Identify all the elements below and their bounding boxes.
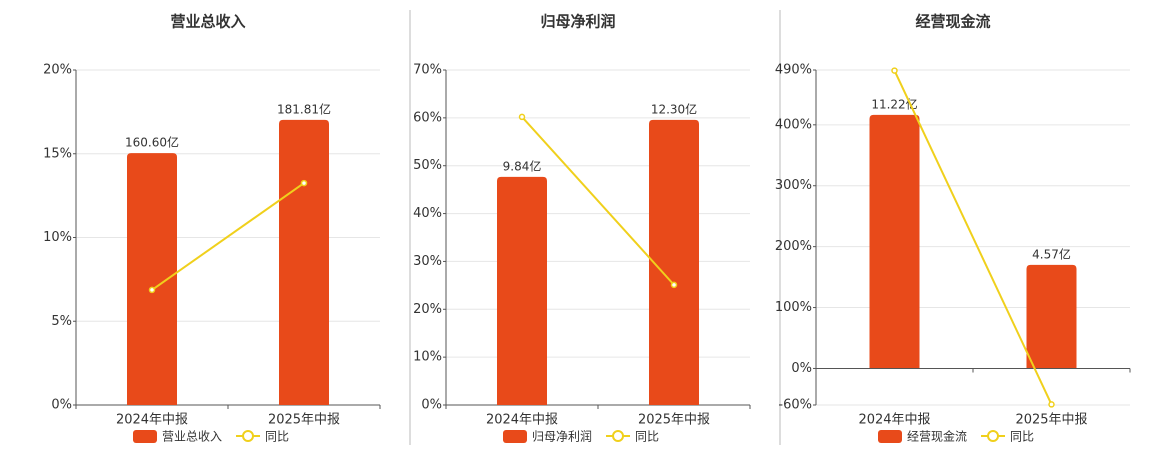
chart-title: 经营现金流 — [915, 13, 990, 31]
line-point — [891, 67, 898, 74]
x-tick-label: 2025年中报 — [638, 413, 710, 428]
y-tick-label: 100% — [775, 300, 812, 315]
legend-swatch — [242, 430, 255, 442]
y-tick-label: 200% — [775, 239, 812, 254]
y-tick-label: 0% — [791, 361, 812, 376]
y-tick-label: 20% — [413, 302, 442, 317]
legend-label: 同比 — [635, 430, 659, 444]
y-tick-label: 30% — [413, 254, 442, 269]
y-tick-label: 20% — [43, 63, 72, 78]
y-tick-label: 0% — [51, 398, 72, 413]
line — [521, 116, 675, 286]
y-tick-label: 490% — [775, 63, 812, 78]
y-tick-label: 10% — [413, 350, 442, 365]
y-tick-label: 400% — [775, 117, 812, 132]
x-tick-label: 2024年中报 — [858, 413, 930, 428]
legend-label: 同比 — [265, 430, 289, 444]
bar — [497, 176, 547, 405]
legend-label: 同比 — [1010, 430, 1034, 444]
x-tick-label: 2025年中报 — [1015, 413, 1087, 428]
y-tick-label: 300% — [775, 178, 812, 193]
bar — [869, 114, 920, 369]
chart-title: 归母净利润 — [540, 13, 615, 31]
line-point — [148, 286, 156, 294]
y-tick-label: 0% — [421, 398, 442, 413]
legend-label: 营业总收入 — [162, 430, 222, 444]
legend-label: 归母净利润 — [532, 430, 592, 444]
line-point — [518, 113, 526, 121]
y-tick-label: 15% — [43, 146, 72, 161]
x-tick-label: 2024年中报 — [116, 413, 188, 428]
line-point — [670, 281, 678, 289]
y-tick-label: 50% — [413, 158, 442, 173]
bar — [127, 153, 177, 405]
bar — [649, 119, 699, 405]
value-label: 12.30亿 — [651, 101, 697, 116]
line — [893, 70, 1053, 405]
value-label: 9.84亿 — [503, 158, 542, 173]
value-label: 181.81亿 — [277, 101, 331, 116]
value-label: 11.22亿 — [871, 96, 917, 111]
legend-swatch — [878, 430, 902, 443]
bar — [279, 119, 329, 405]
line-point — [1048, 401, 1055, 408]
y-tick-label: 60% — [413, 110, 442, 125]
line — [151, 182, 305, 291]
legend-swatch — [612, 430, 625, 442]
chart-title: 营业总收入 — [170, 13, 245, 31]
y-tick-label: 70% — [413, 63, 442, 78]
value-label: 160.60亿 — [125, 135, 179, 150]
y-tick-label: 10% — [43, 230, 72, 245]
x-tick-label: 2024年中报 — [486, 413, 558, 428]
value-label: 4.57亿 — [1032, 246, 1071, 261]
legend-swatch — [503, 430, 527, 443]
bar — [1026, 264, 1077, 369]
legend-swatch — [133, 430, 157, 443]
legend-swatch — [987, 430, 1000, 442]
y-tick-label: 5% — [51, 314, 72, 329]
y-tick-label: 40% — [413, 206, 442, 221]
y-tick-label: -60% — [778, 398, 812, 413]
legend-label: 经营现金流 — [907, 429, 967, 444]
line-point — [300, 179, 308, 187]
x-tick-label: 2025年中报 — [268, 413, 340, 428]
